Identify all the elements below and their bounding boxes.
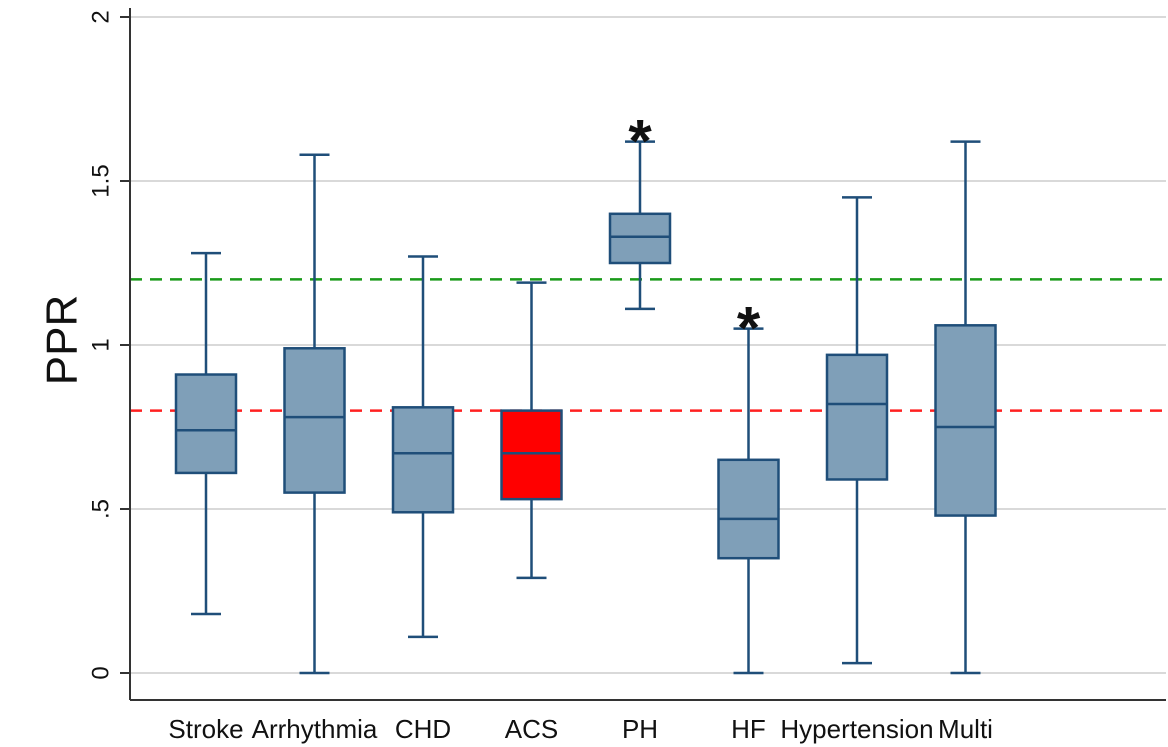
box — [825, 353, 889, 481]
y-tick-label: 1 — [87, 338, 114, 351]
y-tick-label: 1.5 — [87, 164, 114, 197]
box — [934, 324, 997, 517]
y-axis-label: PPR — [38, 295, 87, 385]
box-group-stroke — [174, 251, 238, 616]
x-tick-label: Multi — [938, 714, 993, 744]
box-group-acs — [500, 281, 563, 580]
x-tick-label: Hypertension — [780, 714, 933, 744]
x-tick-label: Stroke — [168, 714, 243, 744]
y-ticks: 0 .5 1 1.5 2 — [87, 10, 130, 680]
y-tick-label: 2 — [87, 10, 114, 23]
box-group-hf — [717, 327, 780, 675]
box — [174, 373, 238, 475]
box — [717, 458, 780, 560]
box-group-hypertension — [825, 196, 889, 665]
box-group-chd — [391, 255, 455, 639]
y-tick-label: .5 — [87, 499, 114, 519]
x-tick-label: Arrhythmia — [252, 714, 378, 744]
annotations: ** — [628, 108, 761, 362]
box — [500, 409, 563, 501]
box — [283, 347, 346, 494]
x-tick-label: ACS — [505, 714, 558, 744]
significance-asterisk: * — [737, 295, 761, 362]
x-tick-label: CHD — [395, 714, 451, 744]
x-tick-label: PH — [622, 714, 658, 744]
box — [391, 406, 455, 514]
x-tick-labels: Stroke Arrhythmia CHD ACS PH HF Hypertension Mu… — [168, 714, 993, 744]
box — [608, 212, 672, 265]
box-group-ph — [608, 140, 672, 311]
x-tick-label: HF — [731, 714, 766, 744]
axes — [129, 8, 1166, 701]
box-group-arrhythmia — [283, 153, 346, 675]
boxes — [174, 140, 997, 675]
box-group-multi — [934, 140, 997, 675]
y-tick-label: 0 — [87, 666, 114, 679]
significance-asterisk: * — [628, 108, 652, 175]
